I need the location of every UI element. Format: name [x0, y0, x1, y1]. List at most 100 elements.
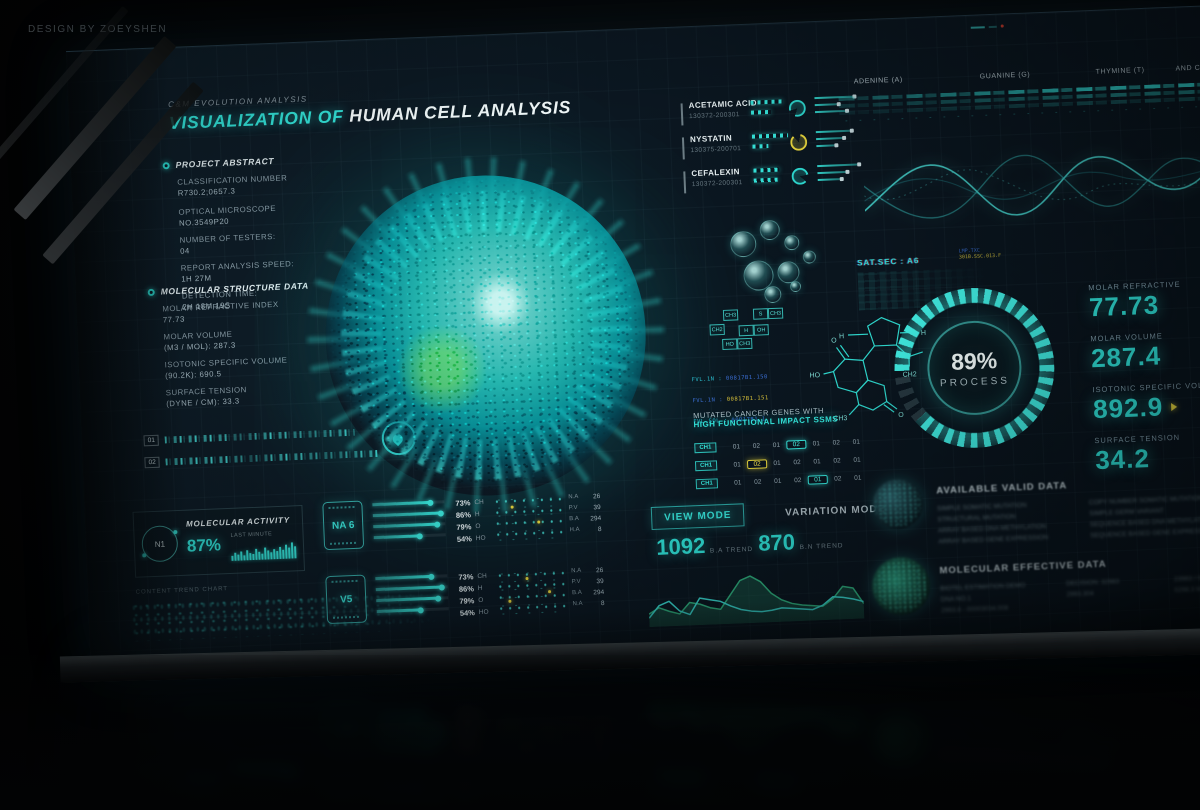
drug-row-cefalexin: CEFALEXIN 130372-200301 [683, 162, 859, 195]
bullet-icon [147, 288, 155, 296]
stat-surface-tension: SURFACE TENSION 34.2 [1094, 432, 1181, 476]
valid-data-title: AVAILABLE VALID DATA [936, 480, 1068, 497]
stats-column: MOLAR REFRACTIVE 77.73 MOLAR VOLUME 287.… [1088, 278, 1200, 487]
effective-data-col1: BIOTEL ESTIMATION DEMO DNA NO.1 2993.8 - 0… [940, 582, 1026, 615]
highlighted-gene[interactable]: 02 [746, 458, 768, 469]
bubble-cluster [66, 6, 1200, 304]
stat-molar-refractive: MOLAR REFRACTIVE 77.73 [1088, 279, 1181, 323]
activity-title: MOLECULAR ACTIVITY [185, 515, 291, 529]
dot-matrix [495, 567, 567, 617]
drug-bars [815, 129, 859, 152]
molecular-activity-panel: N1 MOLECULAR ACTIVITY 87% LAST MINUTE [132, 505, 306, 578]
dot-meter [752, 144, 769, 149]
metric-ba-trend: 1092 B.A TREND [655, 532, 754, 560]
valid-data-col1: SIMPLE SOMATIC MUTATION STRUCTURAL MUTATI… [936, 501, 1049, 546]
drug-bars [817, 163, 860, 186]
chromosome-tag: CH1 [695, 478, 719, 490]
n1-badge: N1 [141, 525, 179, 563]
sat-glitch-readout: LMP.TXC 301B.SSC.013.F [958, 247, 1002, 261]
drug-code: 130372-200301 [688, 111, 740, 121]
bullet-icon [162, 161, 170, 169]
mix-panel-v5: V5 73% CH 86% H 79% O 54% HO N.A 26 P.V 39 B.A… [325, 565, 605, 628]
mix-panel-na6: NA 6 73% CH 86% H 79% O 54% HO N.A 26 P.V 39 B… [322, 491, 602, 554]
dot-meter [750, 99, 783, 105]
drug-name: NYSTATIN [689, 133, 733, 145]
dna-wave-chart [863, 154, 1200, 219]
dot-meter [753, 177, 778, 183]
lens-button[interactable] [381, 420, 417, 456]
scan-row-index: 01 [143, 434, 160, 447]
progress-label: PROCESS [939, 375, 1011, 390]
metric-bn-trend: 870 B.N TREND [757, 529, 844, 556]
activity-sublabel: LAST MINUTE [230, 531, 273, 539]
sat-sec-readout: SAT.SEC : A6 [856, 256, 920, 268]
drug-code: 130372-200301 [691, 179, 743, 189]
process-progress-ring: 89% PROCESS [891, 284, 1058, 452]
status-ring-icon [789, 133, 808, 152]
na6-badge[interactable]: NA 6 [322, 500, 365, 551]
dna-label-guanine: GUANINE (G) [979, 71, 1031, 81]
drug-name: ACETAMIC ACID [688, 98, 758, 111]
highlighted-gene[interactable]: 02 [786, 439, 807, 450]
page-header: C&M EVOLUTION ANALYSIS VISUALIZATION OF … [168, 84, 572, 134]
yellow-marker-icon [1171, 402, 1178, 411]
designer-watermark: DESIGN BY ZOEYSHEN [28, 24, 168, 35]
status-ring-icon [788, 99, 807, 118]
barcode-strip [165, 449, 378, 466]
dashboard-screen: C&M EVOLUTION ANALYSIS VISUALIZATION OF … [65, 5, 1200, 673]
svg-text:O: O [831, 337, 837, 344]
slider-group [375, 574, 449, 621]
trend-area-chart [647, 561, 865, 633]
tab-view-mode[interactable]: VIEW MODE [650, 503, 745, 531]
drug-code: 130375-200701 [690, 145, 742, 155]
page-title-accent: VISUALIZATION OF [168, 105, 350, 134]
svg-text:O: O [898, 412, 904, 419]
valid-data-col2: COPY NUMBER SOMATIC MUTATION SIMPLE GERM … [1088, 494, 1200, 540]
stat-molar-volume: MOLAR VOLUME 287.4 [1090, 331, 1163, 374]
activity-histogram [231, 538, 297, 561]
highlighted-gene[interactable]: 01 [807, 474, 828, 485]
tab-variation-mode[interactable]: VARIATION MODE [784, 503, 886, 519]
progress-value: 89% [950, 347, 998, 375]
molecular-structure-panel: MOLECULAR STRUCTURE DATA MOLAR REFRACTIV… [147, 281, 314, 416]
activity-value: 87% [186, 535, 222, 556]
data-sphere [871, 478, 924, 531]
status-ring-icon [791, 167, 809, 186]
drug-row-nystatin: NYSTATIN 130375-200701 [681, 128, 859, 161]
effective-data-col3: 23983 / 09736457.2 0298.3 MOL [1173, 573, 1200, 595]
decor-ticks [970, 24, 1004, 29]
slider-group [372, 500, 446, 547]
chromosome-tag: CH1 [694, 442, 717, 454]
data-sphere-green [870, 555, 932, 617]
molecular-structure-list: MOLAR REFRACTIVE INDEX 77.73 MOLAR VOLUM… [148, 298, 313, 410]
v5-badge[interactable]: V5 [325, 574, 368, 625]
barcode-strip [164, 428, 355, 444]
svg-text:H: H [839, 333, 844, 340]
dot-matrix [492, 493, 564, 543]
mutation-row: CH1 01 02 01 02 01 02 01 [694, 454, 867, 472]
scan-row: 02 [144, 448, 378, 469]
element-percentages: 73% CH 86% H 79% O 54% HO [455, 497, 486, 544]
dot-meter [753, 167, 780, 173]
scan-row-index: 02 [144, 456, 161, 469]
chromosome-tag: CH1 [694, 460, 718, 472]
mini-table: N.A 26 P.V 39 B.A 294 N.A 8 [571, 566, 605, 608]
dna-label-thymine: THYMINE (T) [1095, 66, 1145, 76]
trend-chart-title: CONTENT TREND CHART [135, 586, 229, 596]
effective-data-col2: DECISION: 32983 2993.304 [1066, 578, 1120, 599]
project-abstract-title: PROJECT ABSTRACT [162, 155, 290, 170]
stat-isotonic-volume: ISOTONIC SPECIFIC VOLUME 892.9 [1092, 379, 1200, 425]
mutation-row: CH1 01 02 01 02 01 02 01 [695, 472, 868, 490]
chem-grid: CH3 S CH3 CH2 H OH HO CH3 [66, 6, 1200, 351]
element-percentages: 73% CH 86% H 79% O 54% HO [458, 571, 489, 618]
dna-label-cytosine: AND CYTOSINE (C) [1175, 63, 1200, 73]
dot-meter [751, 133, 789, 139]
page-title-rest: HUMAN CELL ANALYSIS [348, 96, 572, 126]
effective-data-title: MOLECULAR EFFECTIVE DATA [939, 558, 1107, 577]
dot-meter [750, 109, 772, 115]
dna-label-adenine: ADENINE (A) [853, 76, 903, 86]
scan-row: 01 [143, 427, 355, 447]
svg-text:HO: HO [809, 372, 820, 379]
svg-text:CH3: CH3 [833, 415, 847, 423]
